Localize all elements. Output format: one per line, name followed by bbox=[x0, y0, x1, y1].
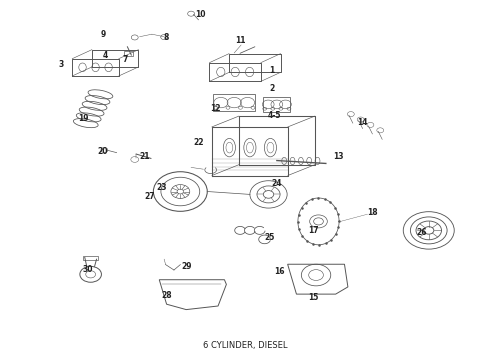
Text: 16: 16 bbox=[274, 267, 285, 276]
Text: 23: 23 bbox=[156, 183, 167, 192]
Text: 21: 21 bbox=[139, 152, 150, 161]
Text: 14: 14 bbox=[357, 118, 368, 127]
Text: 7: 7 bbox=[122, 55, 127, 64]
Text: 10: 10 bbox=[196, 10, 206, 19]
Text: 13: 13 bbox=[333, 152, 343, 161]
Text: 30: 30 bbox=[83, 266, 94, 274]
Text: 17: 17 bbox=[308, 226, 319, 235]
Text: 6 CYLINDER, DIESEL: 6 CYLINDER, DIESEL bbox=[203, 341, 287, 350]
Text: 4: 4 bbox=[103, 51, 108, 60]
Text: 15: 15 bbox=[308, 292, 319, 302]
Text: 27: 27 bbox=[144, 192, 155, 201]
Text: 8: 8 bbox=[164, 33, 169, 42]
Text: 3: 3 bbox=[59, 60, 64, 69]
Text: 1: 1 bbox=[270, 66, 274, 75]
Text: 24: 24 bbox=[271, 179, 282, 188]
Text: 18: 18 bbox=[367, 208, 378, 217]
Text: 19: 19 bbox=[78, 114, 89, 123]
Text: 26: 26 bbox=[416, 228, 427, 237]
Bar bbox=[83, 256, 98, 260]
Text: 4-5: 4-5 bbox=[268, 111, 281, 120]
Text: 11: 11 bbox=[235, 36, 245, 45]
Text: 25: 25 bbox=[264, 233, 275, 242]
Text: 12: 12 bbox=[210, 104, 221, 112]
Text: 29: 29 bbox=[181, 262, 192, 271]
Text: 28: 28 bbox=[161, 291, 172, 300]
Text: 2: 2 bbox=[270, 84, 274, 93]
Text: 9: 9 bbox=[100, 30, 105, 39]
Text: 22: 22 bbox=[193, 138, 204, 147]
Text: 20: 20 bbox=[98, 147, 108, 156]
Bar bbox=[124, 51, 133, 56]
